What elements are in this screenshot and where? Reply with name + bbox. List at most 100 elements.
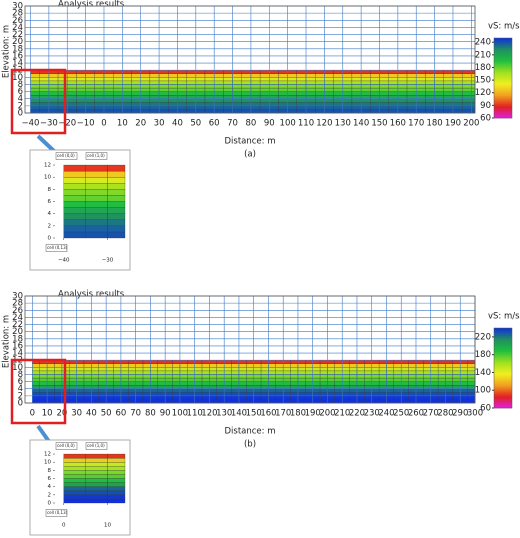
- cell: [393, 381, 402, 386]
- colorbar-step: [494, 400, 512, 403]
- cell: [195, 95, 206, 99]
- x-tick-label: 190: [305, 409, 321, 419]
- cell: [290, 381, 299, 386]
- x-tick-label: 270: [423, 409, 439, 419]
- cell: [379, 73, 389, 78]
- cell: [278, 102, 288, 107]
- cell: [305, 84, 316, 89]
- cell: [416, 87, 426, 92]
- x-axis-label: Distance: m: [224, 137, 275, 147]
- x-tick-label: 20: [56, 409, 67, 419]
- cell: [408, 367, 417, 372]
- cell: [278, 109, 288, 114]
- cell: [223, 77, 233, 82]
- colorbar-step: [494, 86, 512, 89]
- cell: [179, 360, 188, 364]
- inset-y-tick-label: 8: [48, 187, 52, 193]
- y-axis-label: Elevation: m: [2, 315, 12, 368]
- cell: [401, 399, 409, 404]
- cell: [371, 385, 380, 389]
- cell: [296, 98, 307, 103]
- cell: [32, 377, 40, 382]
- cell: [113, 102, 123, 107]
- cell: [443, 95, 454, 99]
- inset-cell: [107, 213, 126, 220]
- highlight-box: [10, 68, 67, 135]
- cell: [388, 80, 399, 85]
- colorbar-step: [494, 332, 512, 335]
- y-tick-label: 14: [12, 59, 23, 69]
- inset-cell: [85, 486, 108, 491]
- cell: [30, 98, 40, 103]
- cell: [467, 381, 476, 386]
- cell: [76, 370, 85, 375]
- cell: [315, 87, 325, 92]
- cell: [287, 87, 297, 92]
- cell: [315, 102, 325, 107]
- cell: [83, 363, 92, 368]
- colorbar-step: [494, 346, 512, 349]
- cell: [370, 102, 380, 107]
- cell: [85, 84, 95, 89]
- cell: [150, 374, 158, 379]
- cell: [103, 70, 114, 74]
- cell: [179, 377, 188, 382]
- cell: [179, 388, 188, 393]
- cell: [157, 374, 166, 379]
- cell: [268, 367, 276, 372]
- cell: [238, 360, 247, 364]
- cell: [386, 385, 395, 389]
- cell: [296, 102, 307, 107]
- cell: [30, 105, 40, 110]
- cell: [393, 374, 402, 379]
- x-tick-label: 170: [408, 119, 424, 129]
- cell: [30, 95, 40, 99]
- cell: [268, 370, 276, 375]
- cell: [214, 84, 224, 89]
- cell: [149, 80, 160, 85]
- cell: [223, 95, 233, 99]
- cell: [334, 363, 343, 368]
- cell: [351, 87, 362, 92]
- cell: [135, 367, 144, 372]
- cell: [209, 385, 217, 389]
- cell: [393, 399, 402, 404]
- cell: [430, 395, 439, 400]
- cell: [232, 95, 242, 99]
- arrow: [36, 134, 57, 154]
- cell: [275, 363, 284, 368]
- inset-y-tick-label: 10: [44, 175, 51, 181]
- cell: [168, 73, 178, 78]
- cell: [434, 98, 444, 103]
- cell: [231, 385, 240, 389]
- cell: [386, 363, 395, 368]
- cell: [187, 388, 195, 393]
- cell: [460, 395, 468, 400]
- cell: [379, 84, 389, 89]
- cell: [305, 377, 313, 382]
- cell: [460, 374, 468, 379]
- cell: [103, 105, 114, 110]
- cell: [461, 98, 472, 103]
- inset-cell: [85, 478, 108, 483]
- cell: [315, 70, 325, 74]
- cell: [452, 377, 461, 382]
- cell: [297, 360, 306, 364]
- cell: [204, 95, 215, 99]
- cell: [194, 381, 203, 386]
- cell: [98, 395, 107, 400]
- colorbar-step: [494, 60, 512, 63]
- inset-x-tick-label: −30: [102, 258, 114, 264]
- cell: [223, 80, 233, 85]
- cell: [356, 385, 365, 389]
- cell: [172, 388, 181, 393]
- cell: [201, 363, 210, 368]
- cell: [397, 105, 408, 110]
- cell: [342, 392, 350, 397]
- cell: [378, 370, 387, 375]
- cell: [194, 399, 203, 404]
- y-tick-label: 28: [12, 9, 23, 19]
- cell: [305, 77, 316, 82]
- cell: [67, 77, 77, 82]
- cell: [201, 385, 210, 389]
